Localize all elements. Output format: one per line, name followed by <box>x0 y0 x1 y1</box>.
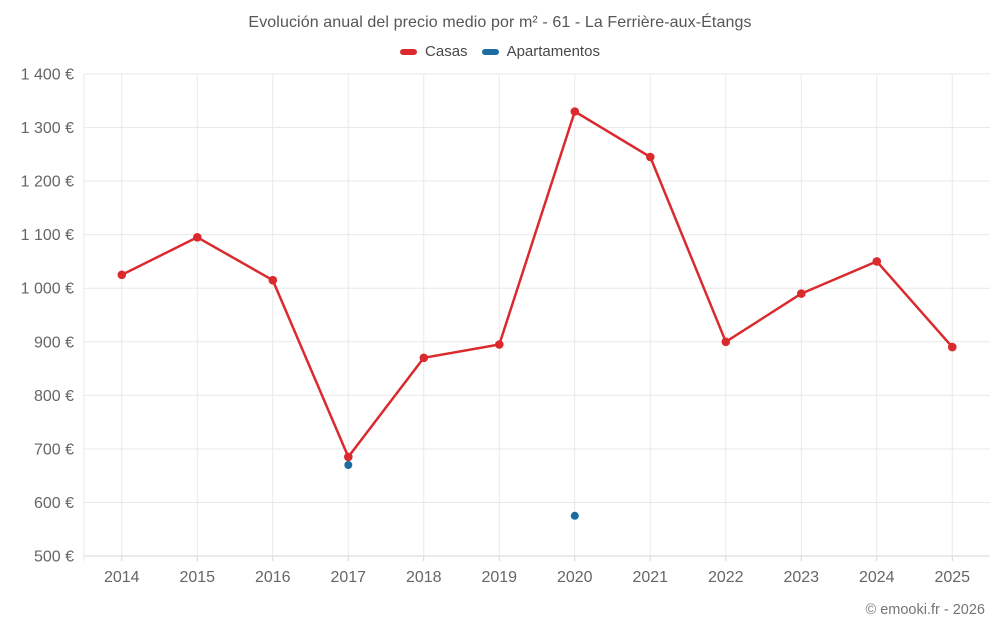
legend-item-casas[interactable]: Casas <box>400 43 468 60</box>
y-tick-label: 900 € <box>34 334 74 351</box>
y-tick-label: 1 000 € <box>21 281 74 298</box>
x-tick-label: 2017 <box>330 569 366 586</box>
x-tick-label: 2018 <box>406 569 442 586</box>
point-apartamentos-2020[interactable] <box>570 511 579 520</box>
series-line-casas <box>120 110 954 459</box>
y-tick-label: 500 € <box>34 549 74 566</box>
y-tick-label: 800 € <box>34 388 74 405</box>
y-tick-label: 600 € <box>34 495 74 512</box>
x-tick-label: 2020 <box>557 569 593 586</box>
point-casas-2015[interactable] <box>193 233 202 242</box>
x-tick-label: 2023 <box>783 569 819 586</box>
legend: Casas Apartamentos <box>0 43 1000 60</box>
x-tick-label: 2022 <box>708 569 744 586</box>
y-tick-label: 1 200 € <box>21 174 74 191</box>
x-tick-label: 2014 <box>104 569 140 586</box>
point-casas-2021[interactable] <box>646 152 655 162</box>
x-tick-label: 2016 <box>255 569 291 586</box>
point-casas-2024[interactable] <box>872 257 882 266</box>
legend-label-apartamentos: Apartamentos <box>506 43 600 60</box>
point-apartamentos-2017[interactable] <box>344 461 353 469</box>
y-tick-label: 700 € <box>34 441 74 458</box>
point-casas-2022[interactable] <box>721 337 731 347</box>
y-tick-label: 1 400 € <box>21 67 74 84</box>
point-casas-2018[interactable] <box>419 353 429 363</box>
legend-swatch-apartamentos-icon <box>481 48 499 55</box>
x-tick-label: 2025 <box>934 569 970 586</box>
x-tick-label: 2024 <box>859 569 895 586</box>
y-tick-label: 1 300 € <box>21 120 74 137</box>
point-casas-2023[interactable] <box>797 289 806 298</box>
point-casas-2017[interactable] <box>344 452 353 462</box>
point-casas-2025[interactable] <box>948 342 957 352</box>
legend-label-casas: Casas <box>425 43 468 60</box>
point-casas-2014[interactable] <box>117 270 127 280</box>
point-casas-2019[interactable] <box>495 340 504 349</box>
x-tick-label: 2015 <box>179 569 215 586</box>
point-casas-2016[interactable] <box>268 275 278 285</box>
y-tick-label: 1 100 € <box>21 227 74 244</box>
point-casas-2020[interactable] <box>570 107 580 116</box>
legend-swatch-casas-icon <box>400 48 418 55</box>
x-tick-label: 2019 <box>481 569 517 586</box>
legend-item-apartamentos[interactable]: Apartamentos <box>481 43 600 60</box>
x-tick-label: 2021 <box>632 569 668 586</box>
chart-credit: © emooki.fr - 2026 <box>865 602 985 618</box>
